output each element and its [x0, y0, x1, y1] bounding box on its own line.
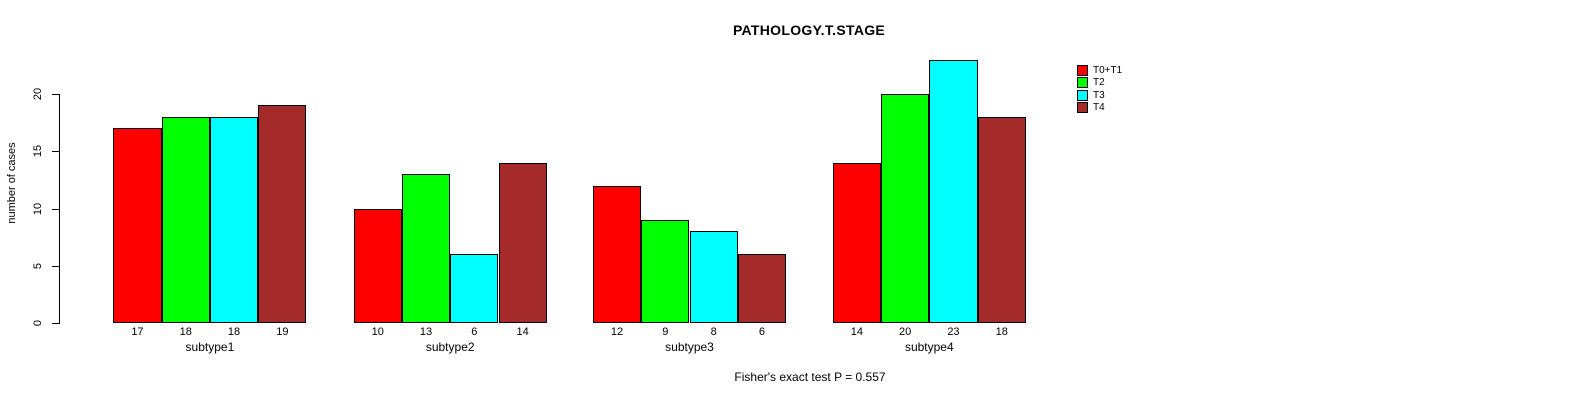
bar-T0+T1-subtype2 [353, 208, 402, 323]
bar-value-label: 20 [899, 326, 912, 338]
bar-T4-subtype3 [737, 254, 787, 323]
bar-T4-subtype1 [258, 105, 307, 323]
bar-T2-subtype2 [401, 174, 451, 323]
legend-label: T2 [1093, 77, 1105, 89]
y-tick-label: 5 [32, 262, 44, 269]
legend-swatch-icon [1077, 89, 1088, 101]
bar-T2-subtype4 [881, 94, 930, 323]
chart-title: PATHOLOGY.T.STAGE [732, 22, 886, 38]
y-tick-mark [52, 151, 59, 153]
bar-value-label: 18 [995, 326, 1008, 338]
bar-value-label: 13 [419, 326, 433, 338]
bar-value-label: 23 [947, 326, 960, 338]
y-tick-label: 20 [32, 87, 44, 101]
category-label-subtype1: subtype1 [185, 340, 235, 354]
bar-T4-subtype2 [498, 162, 547, 323]
bar-value-label: 17 [131, 326, 144, 338]
bar-T0+T1-subtype4 [832, 162, 881, 323]
bar-value-label: 18 [179, 326, 192, 338]
bar-T2-subtype1 [161, 116, 210, 323]
bar-T3-subtype2 [450, 254, 499, 323]
y-tick-mark [52, 94, 59, 95]
category-label-subtype3: subtype3 [665, 340, 714, 354]
legend-label: T0+T1 [1093, 65, 1123, 76]
bar-T3-subtype3 [689, 231, 738, 323]
bar-T3-subtype4 [929, 59, 978, 323]
bar-T2-subtype3 [641, 219, 690, 323]
bar-value-label: 10 [371, 326, 384, 338]
legend-swatch-icon [1077, 77, 1088, 89]
y-tick-label: 10 [32, 202, 44, 215]
bar-value-label: 6 [758, 326, 765, 338]
bar-value-label: 6 [471, 326, 478, 338]
bar-value-label: 9 [662, 326, 669, 338]
y-tick-label: 0 [32, 319, 44, 327]
bar-value-label: 19 [276, 326, 289, 338]
bar-T4-subtype4 [977, 116, 1026, 323]
y-tick-mark [52, 265, 59, 267]
y-axis-label: number of cases [6, 142, 18, 224]
bar-value-label: 8 [710, 326, 717, 338]
legend-label: T4 [1093, 102, 1105, 114]
bar-T3-subtype1 [209, 116, 259, 323]
category-label-subtype4: subtype4 [904, 340, 954, 354]
y-tick-label: 15 [32, 145, 44, 158]
y-tick-mark [52, 208, 59, 210]
legend-label: T3 [1093, 89, 1105, 101]
bar-value-label: 12 [610, 326, 624, 338]
bar-value-label: 14 [850, 326, 863, 338]
legend-swatch-icon [1077, 102, 1088, 114]
category-label-subtype2: subtype2 [425, 340, 475, 354]
footer-stat: Fisher's exact test P = 0.557 [734, 370, 886, 384]
y-axis-line [59, 94, 60, 324]
bar-value-label: 18 [227, 326, 241, 338]
y-tick-mark [52, 323, 59, 324]
bar-T0+T1-subtype1 [113, 128, 162, 323]
bar-value-label: 14 [516, 326, 529, 338]
bar-T0+T1-subtype3 [592, 185, 642, 323]
legend-swatch-icon [1077, 65, 1088, 76]
